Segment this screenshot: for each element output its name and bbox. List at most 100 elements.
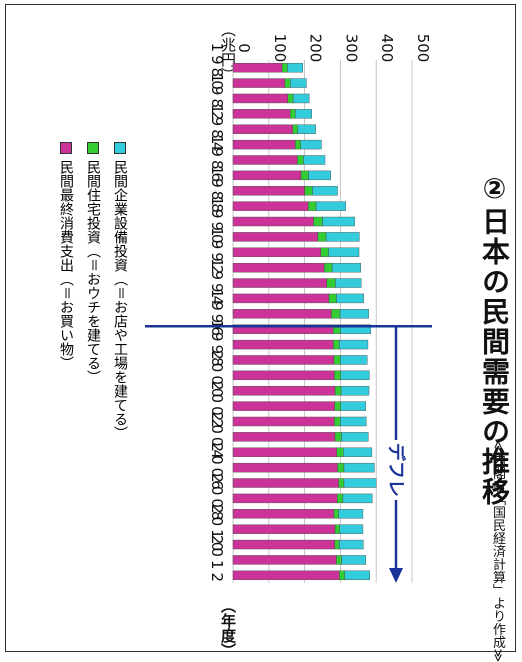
bar-segment — [343, 447, 373, 457]
deflation-arrow-head — [389, 568, 403, 583]
bar-segment — [339, 539, 364, 550]
bar-segment — [232, 355, 335, 365]
legend-label-business-investment: 民間企業設備投資（＝お店や工場を建てる） — [112, 160, 128, 440]
bar-segment — [232, 170, 302, 181]
value-tick-label: 300 — [342, 34, 360, 63]
legend-label-consumption: 民間最終消費支出（＝お買い物） — [58, 160, 74, 370]
bar-segment — [232, 432, 336, 442]
bar-segment — [313, 216, 323, 227]
legend-swatch-consumption — [60, 142, 72, 154]
bar-segment — [335, 278, 362, 288]
category-tick-label: 2006 — [208, 443, 226, 493]
category-tick-label: 2002 — [208, 381, 226, 431]
bar-segment — [232, 201, 309, 211]
category-tick-label: 2008 — [208, 473, 226, 523]
legend-item-business-investment: 民間企業設備投資（＝お店や工場を建てる） — [110, 142, 130, 440]
bar-segment — [290, 109, 296, 119]
bar-segment — [232, 93, 288, 104]
bar-segment — [317, 232, 327, 242]
bar-segment — [308, 170, 331, 181]
chart-title: ②日本の民間需要の推移 — [478, 172, 511, 507]
value-tick-label: 100 — [271, 34, 289, 63]
source-note: ≪内閣府「国民経済計算」より作成≫ — [490, 440, 505, 662]
bar-segment — [307, 201, 317, 211]
bar-segment — [334, 416, 341, 427]
value-tick-label: 0 — [235, 43, 253, 53]
bar-segment — [339, 570, 345, 581]
bar-segment — [339, 524, 364, 534]
bar-segment — [338, 509, 364, 519]
bar-segment — [315, 201, 346, 211]
bar-segment — [232, 78, 286, 88]
bar-segment — [232, 416, 335, 427]
bar-segment — [297, 124, 316, 134]
bar-segment — [232, 509, 335, 519]
value-tick-label: 500 — [414, 34, 432, 63]
bar-segment — [232, 262, 325, 273]
bar-segment — [300, 139, 322, 150]
category-tick-label: 1988 — [208, 166, 226, 216]
bar-segment — [344, 570, 370, 581]
bar-segment — [333, 509, 339, 519]
bar-segment — [328, 293, 337, 304]
bar-segment — [334, 401, 341, 411]
bar-segment — [292, 124, 298, 134]
bar-segment — [320, 247, 329, 257]
bar-segment — [281, 62, 288, 73]
bar-segment — [325, 232, 360, 242]
bar-segment — [340, 355, 368, 365]
bar-segment — [339, 309, 369, 319]
bar-segment — [232, 155, 298, 165]
bar-segment — [287, 93, 294, 104]
bar-segment — [340, 386, 370, 396]
bar-segment — [334, 524, 340, 534]
category-tick-label: 1986 — [208, 135, 226, 185]
bar-segment — [340, 401, 367, 411]
legend-swatch-business-investment — [114, 142, 126, 154]
bar-segment — [326, 278, 336, 288]
category-tick-label: 1990 — [208, 196, 226, 246]
bar-segment — [336, 555, 342, 565]
bar-segment — [333, 339, 340, 350]
bar-segment — [232, 186, 305, 196]
bar-segment — [341, 555, 367, 565]
bar-segment — [343, 462, 375, 473]
bar-segment — [232, 278, 327, 288]
bar-segment — [232, 401, 335, 411]
bar-segment — [232, 370, 335, 381]
bar-segment — [338, 478, 345, 488]
category-tick-label: 1994 — [208, 258, 226, 308]
bar-segment — [300, 170, 309, 181]
bar-segment — [303, 155, 326, 165]
bar-segment — [292, 93, 310, 104]
unit-label: （兆円） — [219, 22, 237, 82]
bar-segment — [232, 386, 336, 396]
bar-segment — [328, 247, 360, 257]
bar-segment — [232, 462, 338, 473]
bar-segment — [334, 432, 342, 442]
legend-item-housing-investment: 民間住宅投資（＝おウチを建てる） — [83, 142, 103, 384]
bar-segment — [336, 493, 344, 504]
bar-segment — [340, 370, 370, 381]
value-tick-label: 200 — [307, 34, 325, 63]
bar-segment — [284, 78, 291, 88]
bar-segment — [334, 386, 342, 396]
legend-item-consumption: 民間最終消費支出（＝お買い物） — [56, 142, 76, 370]
bar-segment — [337, 462, 345, 473]
bar-segment — [232, 232, 319, 242]
bar-segment — [333, 355, 341, 365]
value-tick-label: 400 — [378, 34, 396, 63]
bar-segment — [339, 339, 369, 350]
bar-segment — [295, 139, 301, 150]
bar-segment — [331, 262, 362, 273]
bar-segment — [342, 493, 373, 504]
bar-segment — [232, 493, 338, 504]
bar-segment — [232, 109, 291, 119]
bar-segment — [232, 247, 321, 257]
bar-segment — [232, 139, 296, 150]
category-tick-label: 2004 — [208, 412, 226, 462]
bar-segment — [287, 62, 304, 73]
legend-label-housing-investment: 民間住宅投資（＝おウチを建てる） — [85, 160, 101, 384]
bar-segment — [322, 216, 355, 227]
bar-segment — [232, 570, 340, 581]
